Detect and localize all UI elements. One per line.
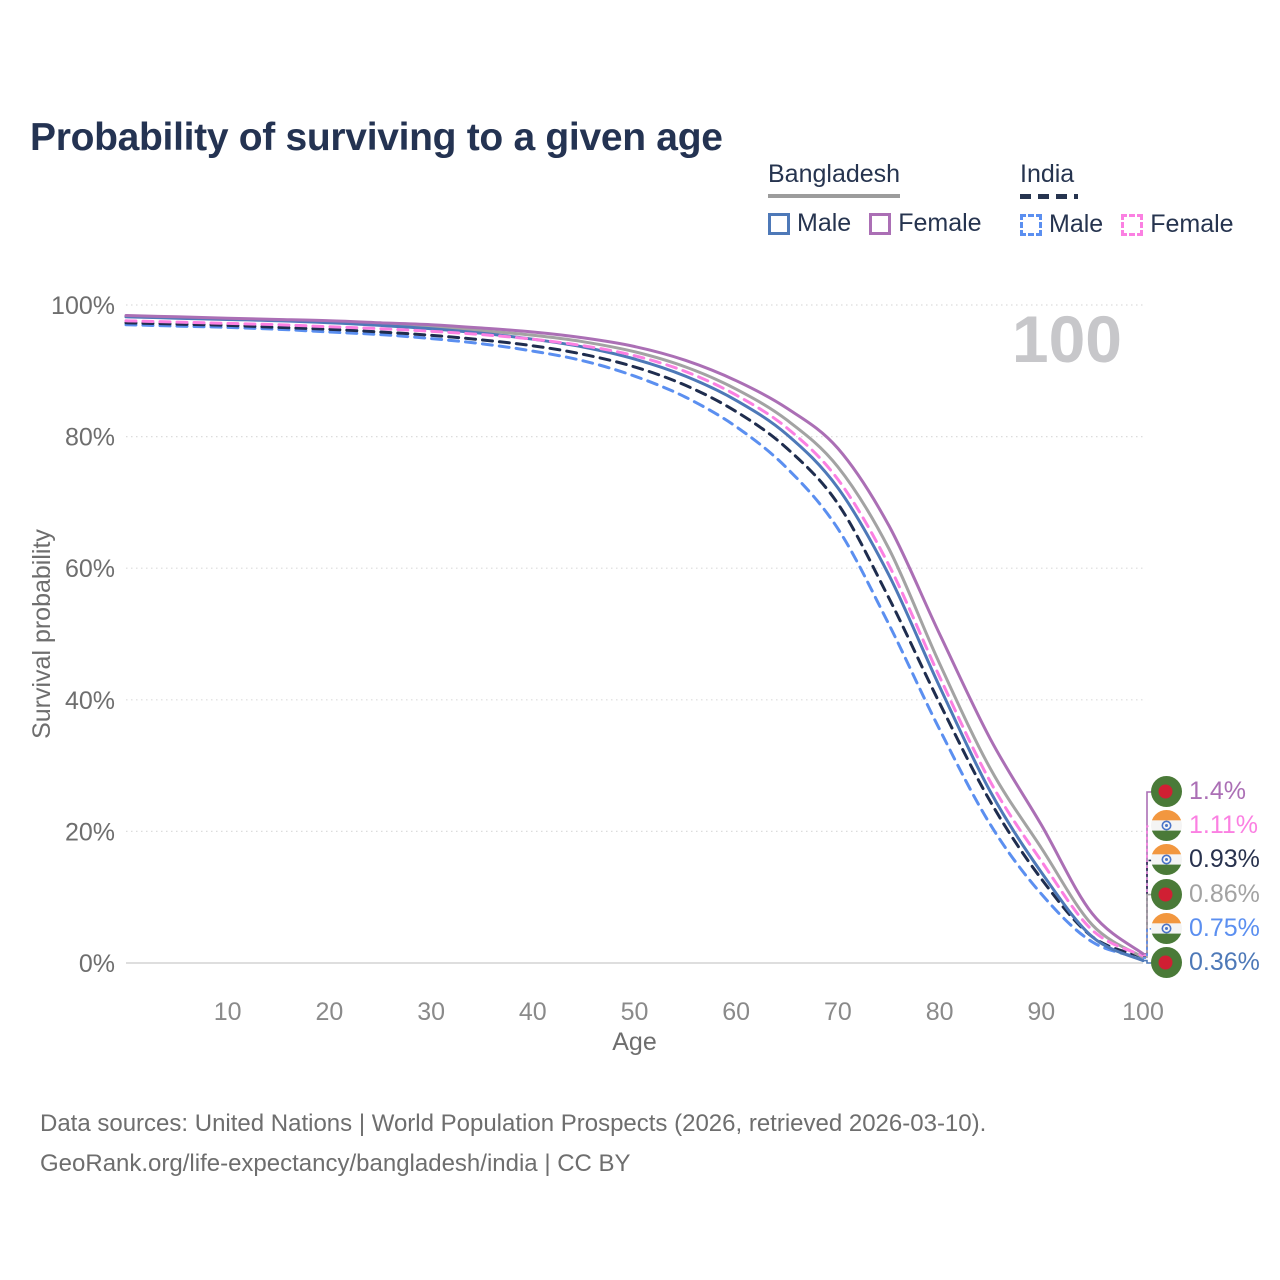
end-label-in-female[interactable]: 1.11% [1151, 810, 1259, 842]
x-tick-label: 30 [417, 998, 445, 1026]
end-label-in-male[interactable]: 0.75% [1151, 912, 1260, 944]
legend-item-label: Male [797, 209, 852, 237]
y-tick-label: 100% [51, 292, 115, 320]
end-label-bd-total[interactable]: 0.86% [1151, 878, 1260, 910]
end-label-value: 0.75% [1189, 913, 1260, 942]
x-tick-label: 100 [1122, 998, 1164, 1026]
end-label-bd-male[interactable]: 0.36% [1151, 947, 1260, 978]
bangladesh-flag-icon [1151, 878, 1182, 910]
y-tick-label: 20% [65, 818, 115, 846]
x-tick-label: 40 [519, 998, 547, 1026]
x-tick-label: 50 [621, 998, 649, 1026]
y-axis-title: Survival probability [28, 529, 56, 739]
legend-underline-bangladesh [768, 194, 900, 198]
bangladesh-male-swatch-icon [768, 212, 790, 235]
page-title: Probability of surviving to a given age [30, 116, 723, 160]
bangladesh-flag-icon [1151, 947, 1182, 978]
india-flag-icon [1151, 912, 1182, 944]
series-line-bd-male[interactable] [124, 315, 1145, 963]
footer-link: GeoRank.org/life-expectancy/bangladesh/i… [40, 1150, 631, 1177]
series-line-bd-female[interactable] [124, 314, 1145, 956]
end-label-value: 0.93% [1189, 845, 1260, 874]
end-label-connector-in-male [1143, 928, 1152, 959]
legend-item-label: Female [898, 209, 982, 237]
legend-group-india: India Male Female [1020, 160, 1234, 239]
x-axis-title: Age [612, 1028, 656, 1056]
legend-item-label: Female [1150, 210, 1234, 238]
end-label-in-total[interactable]: 0.93% [1151, 844, 1260, 876]
end-label-value: 1.4% [1189, 777, 1246, 805]
legend-header-india[interactable]: India [1020, 160, 1075, 188]
end-label-value: 1.11% [1189, 811, 1259, 840]
x-tick-label: 70 [824, 998, 852, 1026]
legend-item-label: Male [1049, 210, 1104, 238]
legend-item-bangladesh-male[interactable]: Male [768, 209, 851, 238]
x-tick-label: 10 [214, 998, 242, 1026]
footer-sources: Data sources: United Nations | World Pop… [40, 1110, 987, 1137]
end-label-connector-bd-male [1143, 959, 1152, 964]
legend-item-india-female[interactable]: Female [1121, 210, 1234, 239]
age-watermark: 100 [1012, 302, 1122, 376]
end-label-bd-female[interactable]: 1.4% [1151, 776, 1246, 807]
x-tick-label: 80 [926, 998, 954, 1026]
legend-underline-india [1020, 194, 1078, 199]
y-tick-label: 80% [65, 424, 115, 452]
india-flag-icon [1151, 810, 1182, 842]
end-label-connector-in-female [1143, 825, 1152, 957]
india-flag-icon [1151, 844, 1182, 876]
legend-header-bangladesh[interactable]: Bangladesh [768, 160, 901, 188]
legend-item-india-male[interactable]: Male [1020, 210, 1103, 239]
series-line-in-female[interactable] [124, 319, 1145, 958]
end-label-value: 0.36% [1189, 948, 1260, 976]
x-tick-label: 20 [315, 998, 343, 1026]
series-line-in-male[interactable] [124, 323, 1145, 960]
y-tick-label: 60% [65, 555, 115, 583]
bangladesh-female-swatch-icon [869, 212, 892, 235]
x-tick-label: 90 [1027, 998, 1055, 1026]
series-line-bd-total[interactable] [124, 314, 1145, 959]
end-label-value: 0.86% [1189, 879, 1260, 908]
india-male-swatch-icon [1020, 213, 1042, 236]
india-female-swatch-icon [1121, 213, 1144, 236]
series-line-in-total[interactable] [124, 321, 1145, 959]
legend-item-bangladesh-female[interactable]: Female [869, 209, 982, 238]
x-tick-label: 60 [722, 998, 750, 1026]
legend-group-bangladesh: Bangladesh Male Female [768, 160, 982, 238]
y-tick-label: 40% [65, 687, 115, 715]
y-tick-label: 0% [79, 950, 115, 978]
bangladesh-flag-icon [1151, 776, 1182, 807]
